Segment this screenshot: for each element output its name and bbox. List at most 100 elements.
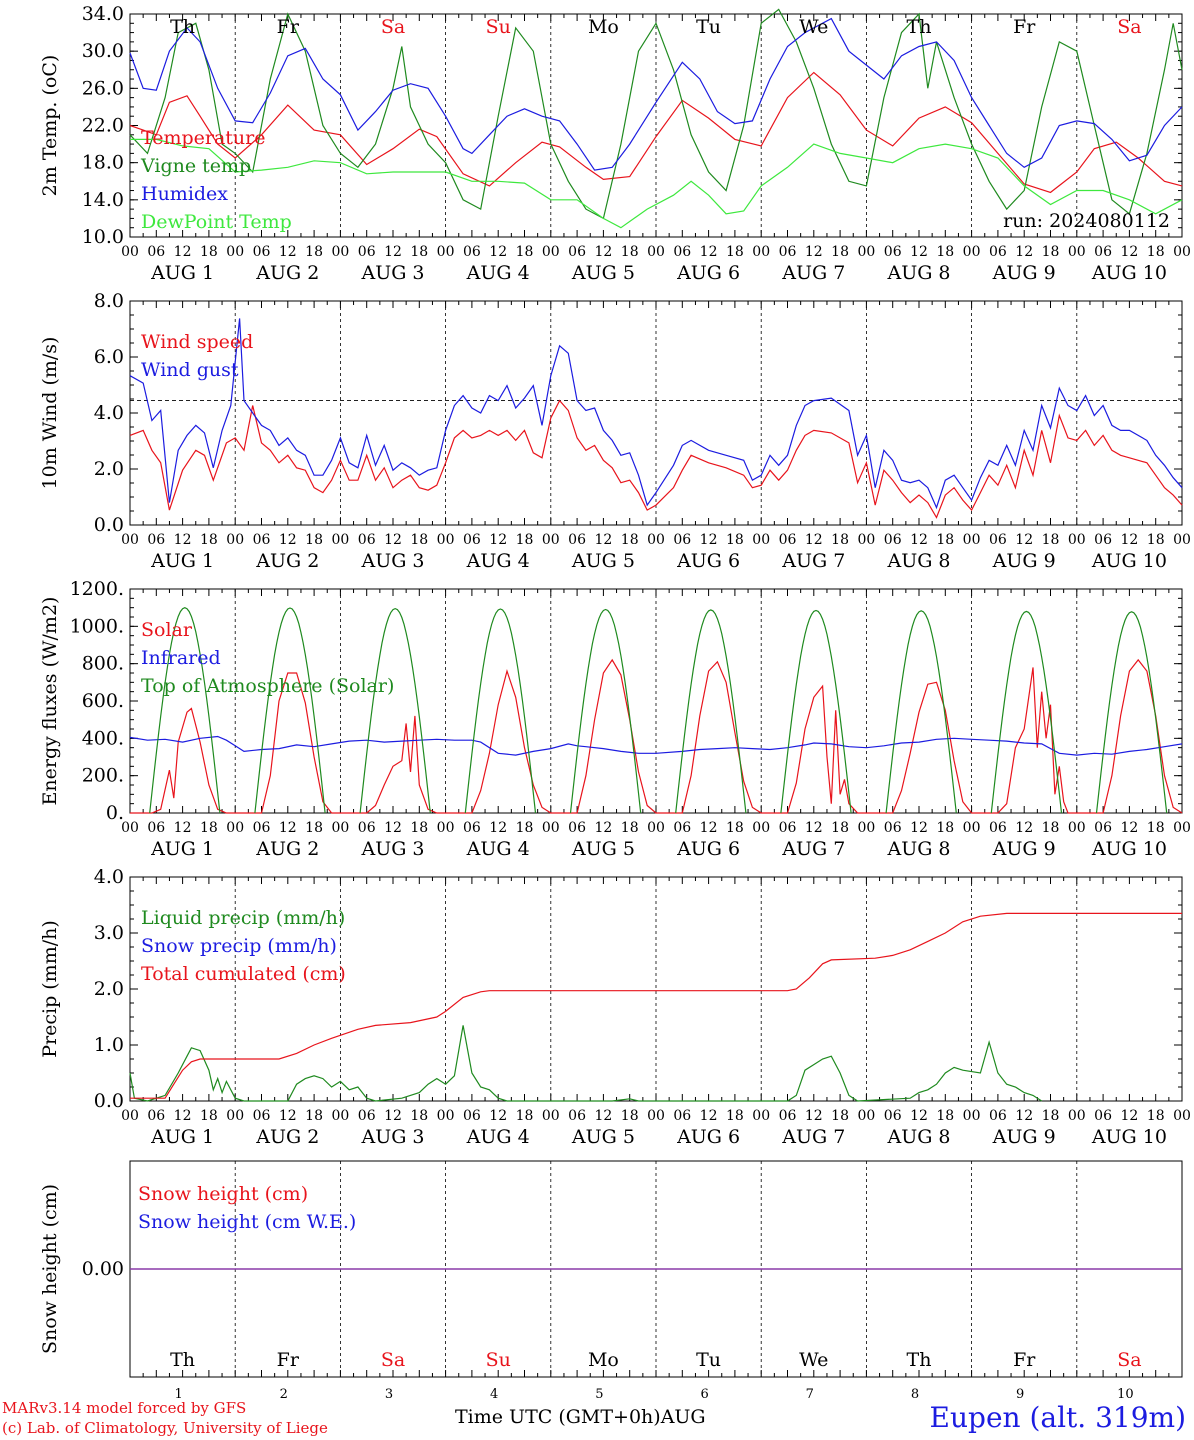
- temp-hour-tick-label: 06: [884, 244, 902, 260]
- snow-legend-snow-height-cm-: Snow height (cm): [138, 1183, 308, 1205]
- wind-hour-tick-label: 06: [673, 532, 691, 548]
- temp-hour-tick-label: 12: [384, 244, 402, 260]
- lab-credit: (c) Lab. of Climatology, University of L…: [2, 1419, 328, 1437]
- temp-y-tick-label: 14.0: [82, 189, 124, 211]
- temp-hour-tick-label: 12: [805, 244, 823, 260]
- wind-y-tick-label: 4.0: [94, 402, 124, 424]
- temp-hour-tick-label: 06: [1094, 244, 1112, 260]
- precip-hour-tick-label: 12: [1120, 1108, 1138, 1124]
- energy-hour-tick-label: 00: [437, 820, 455, 836]
- wind-date-label: AUG 9: [992, 550, 1056, 572]
- temp-hour-tick-label: 00: [857, 244, 875, 260]
- weekday-label-bottom: Th: [907, 1349, 932, 1371]
- temp-date-label: AUG 5: [571, 262, 635, 284]
- precip-hour-tick-label: 18: [1042, 1108, 1060, 1124]
- energy-hour-tick-label: 12: [384, 820, 402, 836]
- precip-hour-tick-label: 06: [147, 1108, 165, 1124]
- temp-hour-tick-label: 06: [568, 244, 586, 260]
- precip-y-axis-label: Precip (mm/h): [39, 920, 61, 1058]
- precip-date-label: AUG 9: [992, 1126, 1056, 1148]
- temp-date-label: AUG 1: [150, 262, 214, 284]
- energy-hour-tick-label: 18: [936, 820, 954, 836]
- energy-hour-tick-label: 12: [174, 820, 192, 836]
- temp-series-temperature: [129, 71, 1183, 194]
- precip-hour-tick-label: 12: [1015, 1108, 1033, 1124]
- weekday-label-top: Fr: [1013, 16, 1036, 38]
- precip-hour-tick-label: 00: [752, 1108, 770, 1124]
- wind-hour-tick-label: 00: [752, 532, 770, 548]
- snow-y-tick-label: 0.00: [82, 1258, 124, 1280]
- energy-hour-tick-label: 06: [147, 820, 165, 836]
- temp-hour-tick-label: 18: [621, 244, 639, 260]
- model-credit: MARv3.14 model forced by GFS: [2, 1399, 247, 1417]
- precip-hour-tick-label: 00: [963, 1108, 981, 1124]
- temp-series-humidex: [129, 17, 1183, 171]
- energy-y-tick-label: 200.: [82, 765, 124, 787]
- energy-panel: [129, 588, 1183, 814]
- energy-hour-tick-label: 06: [884, 820, 902, 836]
- precip-hour-tick-label: 00: [226, 1108, 244, 1124]
- precip-date-label: AUG 5: [571, 1126, 635, 1148]
- temp-hour-tick-label: 18: [516, 244, 534, 260]
- weekday-label-bottom: Sa: [1117, 1349, 1141, 1371]
- wind-date-label: AUG 10: [1091, 550, 1167, 572]
- energy-series-infrared: [129, 735, 1183, 756]
- precip-y-tick-label: 0.0: [94, 1090, 124, 1112]
- energy-hour-tick-label: 00: [1173, 820, 1191, 836]
- temp-hour-tick-label: 06: [463, 244, 481, 260]
- wind-hour-tick-label: 12: [174, 532, 192, 548]
- energy-hour-tick-label: 00: [1068, 820, 1086, 836]
- wind-hour-tick-label: 18: [410, 532, 428, 548]
- precip-panel: [129, 876, 1183, 1102]
- weekday-label-top: We: [799, 16, 828, 38]
- temp-hour-tick-label: 06: [358, 244, 376, 260]
- precip-hour-tick-label: 12: [384, 1108, 402, 1124]
- wind-hour-tick-label: 18: [305, 532, 323, 548]
- energy-hour-tick-label: 06: [253, 820, 271, 836]
- energy-hour-tick-label: 18: [516, 820, 534, 836]
- energy-hour-tick-label: 18: [831, 820, 849, 836]
- temp-hour-tick-label: 00: [121, 244, 139, 260]
- wind-date-label: AUG 3: [360, 550, 424, 572]
- wind-date-label: AUG 2: [255, 550, 319, 572]
- energy-hour-tick-label: 12: [910, 820, 928, 836]
- energy-date-label: AUG 10: [1091, 838, 1167, 860]
- precip-hour-tick-label: 18: [936, 1108, 954, 1124]
- wind-hour-tick-label: 12: [1120, 532, 1138, 548]
- temp-hour-tick-label: 00: [437, 244, 455, 260]
- precip-date-label: AUG 1: [150, 1126, 214, 1148]
- precip-hour-tick-label: 18: [516, 1108, 534, 1124]
- wind-series-wind-gust: [129, 318, 1183, 510]
- precip-hour-tick-label: 18: [305, 1108, 323, 1124]
- wind-hour-tick-label: 18: [621, 532, 639, 548]
- bottom-day-number: 3: [385, 1387, 393, 1402]
- precip-date-label: AUG 6: [676, 1126, 740, 1148]
- bottom-day-number: 1: [174, 1387, 182, 1402]
- energy-hour-tick-label: 06: [1094, 820, 1112, 836]
- temp-date-label: AUG 8: [886, 262, 950, 284]
- precip-hour-tick-label: 06: [358, 1108, 376, 1124]
- energy-hour-tick-label: 12: [1120, 820, 1138, 836]
- precip-date-label: AUG 3: [360, 1126, 424, 1148]
- wind-y-tick-label: 6.0: [94, 346, 124, 368]
- energy-date-label: AUG 5: [571, 838, 635, 860]
- bottom-day-number: 4: [490, 1387, 498, 1402]
- weekday-label-top: Th: [907, 16, 932, 38]
- wind-hour-tick-label: 06: [253, 532, 271, 548]
- temp-run-annotation: run: 2024080112: [1003, 210, 1170, 232]
- wind-hour-tick-label: 18: [516, 532, 534, 548]
- temp-hour-tick-label: 06: [253, 244, 271, 260]
- temp-hour-tick-label: 00: [331, 244, 349, 260]
- temp-legend-dewpoint-temp: DewPoint Temp: [141, 211, 292, 233]
- temp-hour-tick-label: 06: [779, 244, 797, 260]
- temp-legend-vigne-temp: Vigne temp: [140, 155, 251, 177]
- temp-hour-tick-label: 18: [831, 244, 849, 260]
- precip-series-liquid-precip-mm-h-: [129, 1025, 1043, 1102]
- precip-hour-tick-label: 00: [1068, 1108, 1086, 1124]
- precip-date-label: AUG 10: [1091, 1126, 1167, 1148]
- temp-date-label: AUG 9: [992, 262, 1056, 284]
- energy-hour-tick-label: 00: [331, 820, 349, 836]
- temp-hour-tick-label: 18: [1042, 244, 1060, 260]
- energy-y-tick-label: 600.: [82, 690, 124, 712]
